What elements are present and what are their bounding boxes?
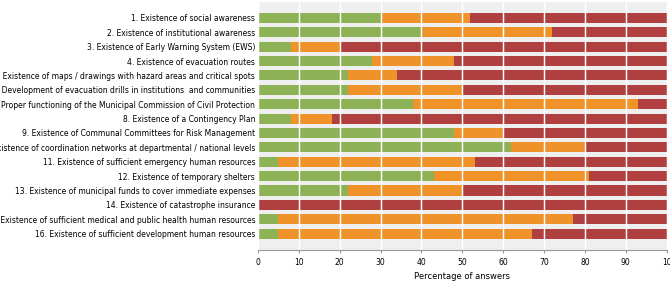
Bar [474,157,667,167]
Bar [258,99,413,109]
Bar [332,114,667,124]
Bar [258,214,279,224]
Bar [454,56,667,66]
Bar [381,13,470,23]
Bar [258,200,667,210]
Bar [258,85,348,95]
Bar [258,70,348,80]
Bar [258,56,373,66]
Bar [511,142,585,152]
Bar [348,85,462,95]
Bar [462,85,667,95]
Bar [413,99,638,109]
Bar [433,171,589,181]
Bar [258,171,433,181]
Bar [258,142,511,152]
Bar [470,13,667,23]
Bar [258,42,291,52]
Bar [258,114,291,124]
Bar [348,185,462,195]
Bar [279,157,474,167]
Bar [454,128,503,138]
Bar [503,128,667,138]
Bar [258,228,279,239]
X-axis label: Percentage of answers: Percentage of answers [414,272,511,281]
Bar [258,185,348,195]
Bar [585,142,667,152]
Bar [348,70,397,80]
Bar [258,27,421,37]
Bar [291,42,340,52]
Bar [258,13,381,23]
Bar [258,128,454,138]
Bar [397,70,667,80]
Bar [279,228,532,239]
Bar [638,99,667,109]
Bar [258,157,279,167]
Bar [373,56,454,66]
Bar [291,114,332,124]
Bar [340,42,667,52]
Bar [589,171,667,181]
Bar [421,27,552,37]
Bar [279,214,573,224]
Bar [462,185,667,195]
Bar [532,228,667,239]
Bar [573,214,667,224]
Bar [552,27,667,37]
